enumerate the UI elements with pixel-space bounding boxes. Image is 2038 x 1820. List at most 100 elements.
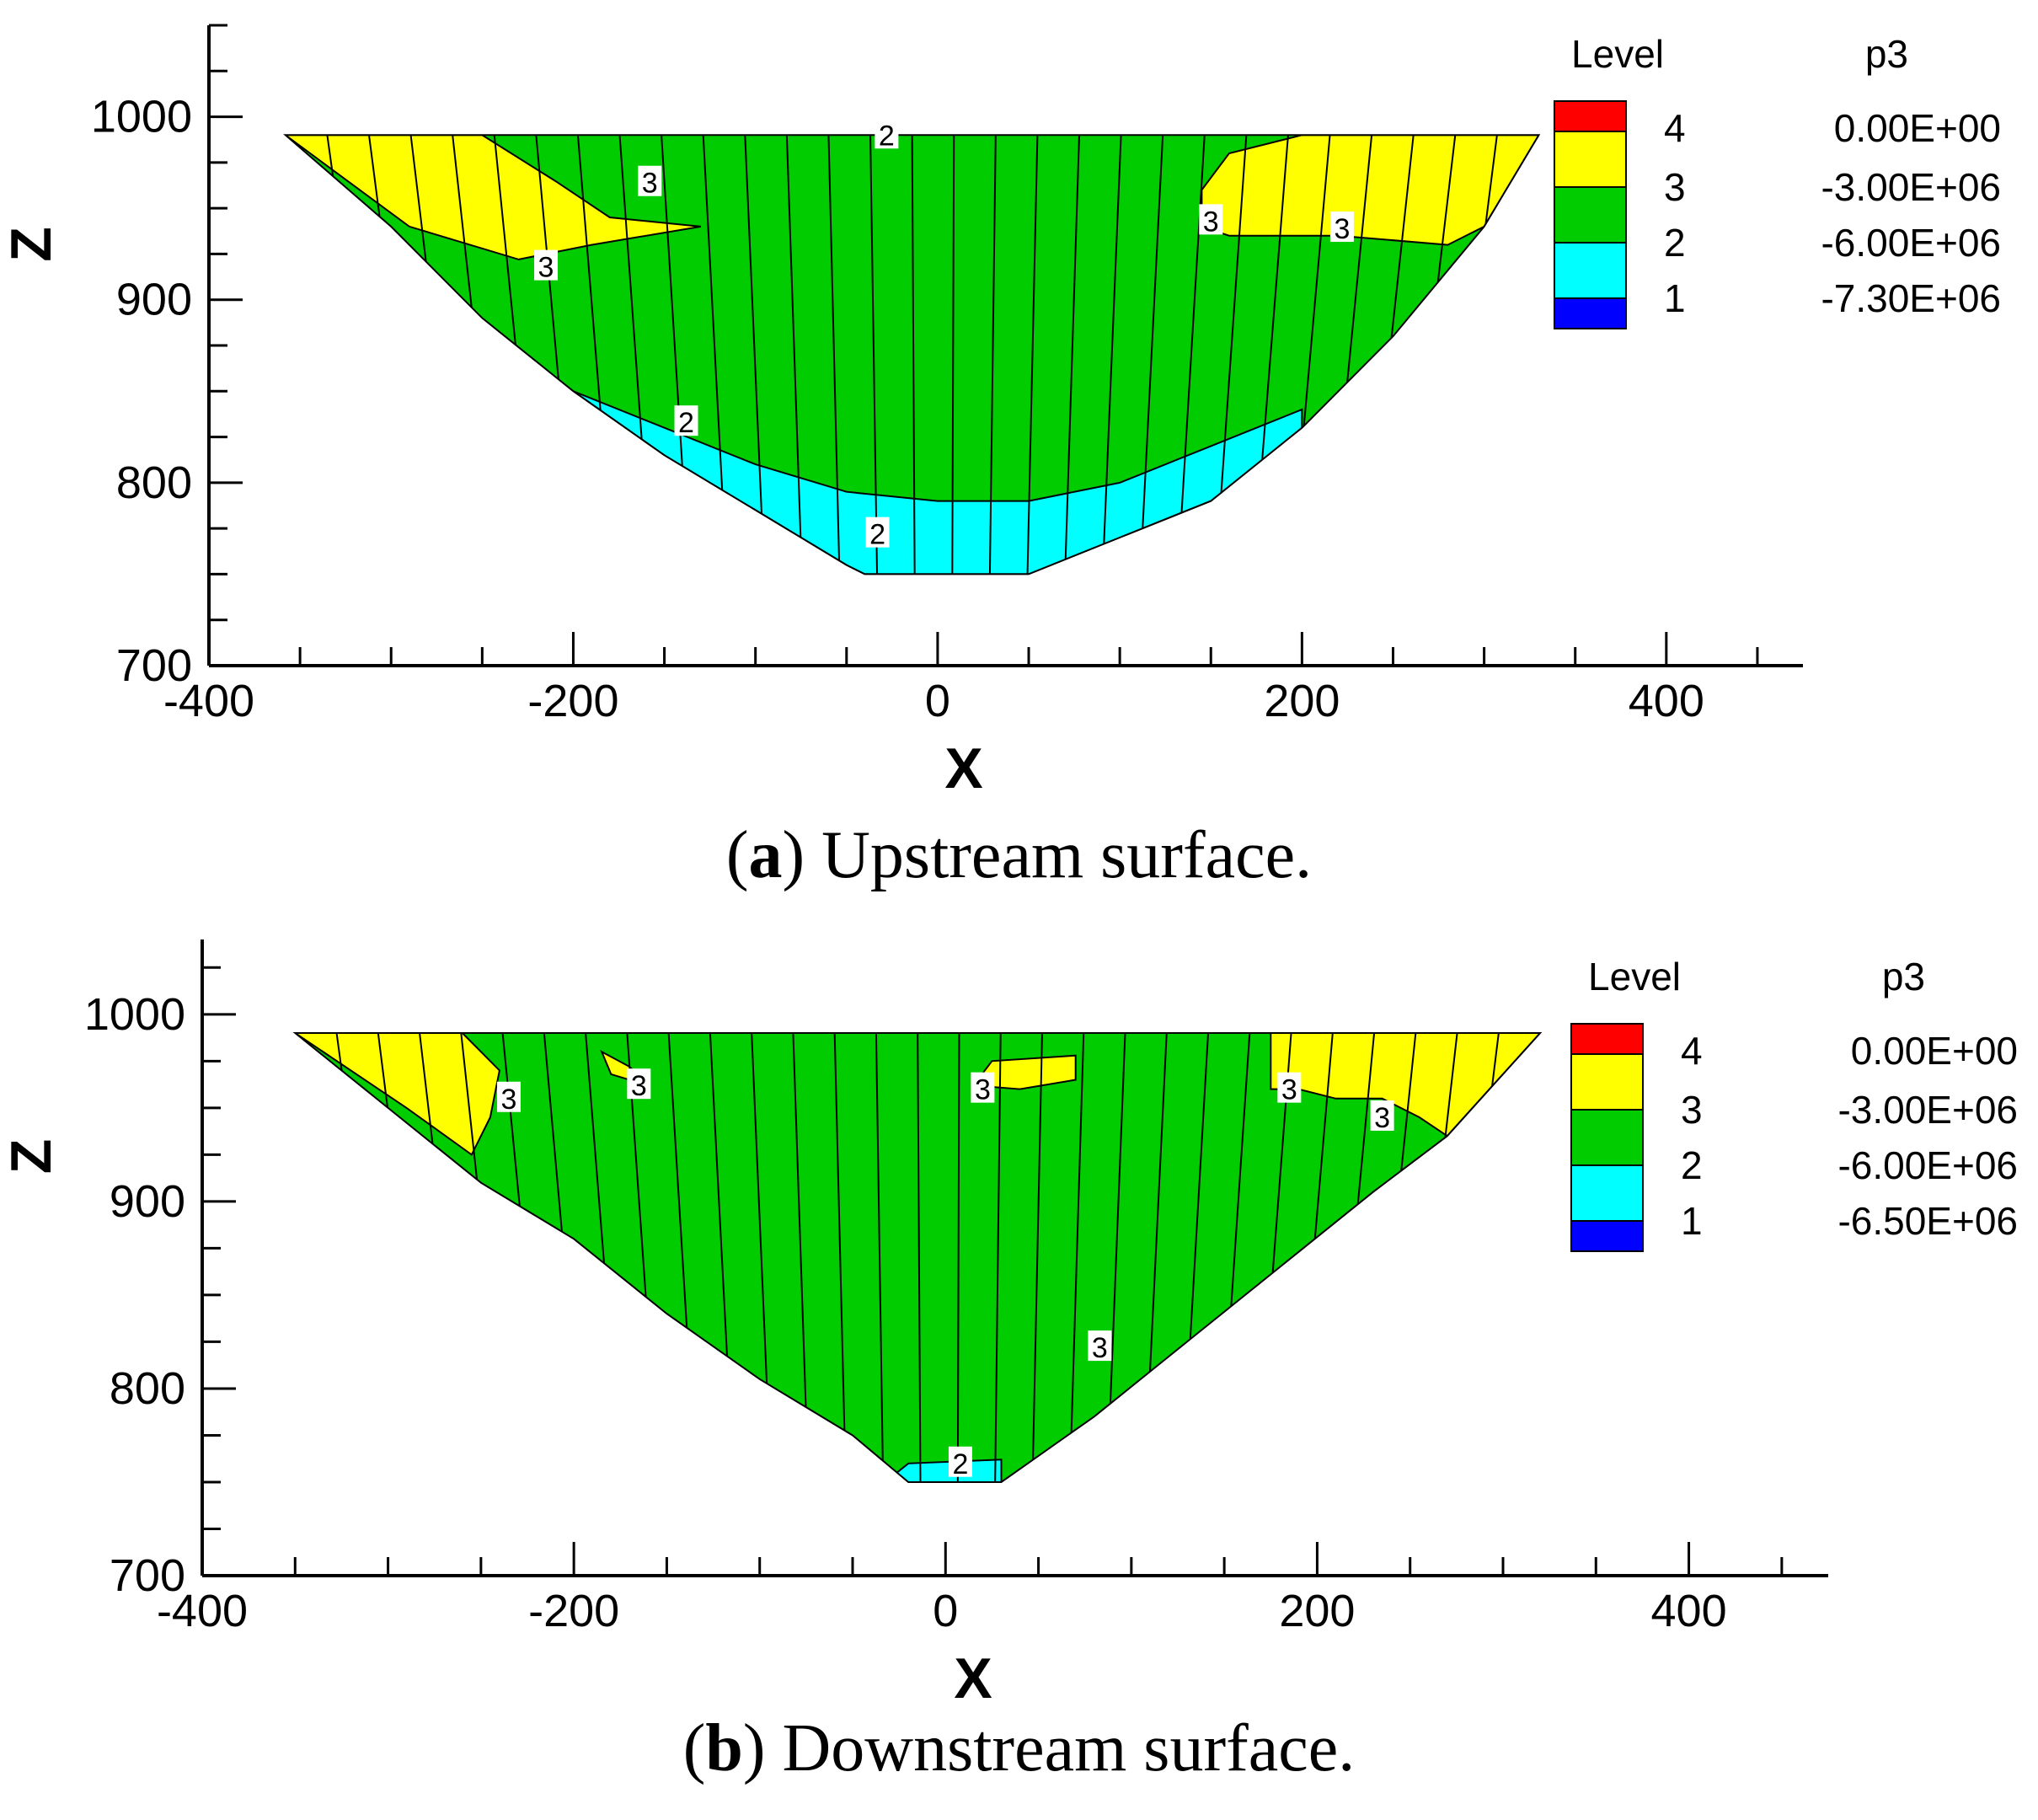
region-level2-b [295,1033,1541,1482]
legend-level-a-0: 4 [1664,106,1686,150]
mesh-line-a-15 [911,135,916,575]
contour-label-bg-b-4 [1370,1100,1394,1131]
caption-b: (b) Downstream surface. [0,1710,2038,1787]
mesh-line-b-14 [875,1033,885,1482]
x-tick-label-b-2: 0 [933,1586,958,1636]
region-level3-b-2 [971,1054,1077,1090]
contour-label-bg-a-2 [534,249,559,281]
contour-label-bg-a-1 [638,165,662,196]
y-axis-label-b: Z [0,1139,63,1175]
contour-label-bg-b-0 [496,1081,521,1112]
legend-swatch-a-1 [1554,131,1627,188]
contour-label-a-1: 3 [642,168,658,200]
legend-value-a-1: -3.00E+06 [1821,165,2001,209]
region-level3-b-0 [295,1033,500,1156]
legend-level-b-2: 2 [1681,1143,1703,1187]
y-tick-label-b-0: 700 [110,1550,185,1601]
contour-label-bg-b-5 [1088,1330,1112,1362]
x-axis-label-a: X [944,736,982,800]
x-tick-label-a-4: 400 [1629,676,1704,726]
contour-label-bg-a-0 [875,118,899,149]
mesh-line-a-14 [869,135,879,575]
mesh-line-a-21 [1139,135,1164,575]
legend-swatch-a-0 [1554,100,1627,132]
legend-swatch-b-3 [1570,1164,1644,1222]
caption-b-letter: b [705,1711,743,1785]
legend-value-b-3: -6.50E+06 [1837,1199,2018,1243]
contour-label-b-2: 3 [975,1074,991,1106]
contour-label-a-0: 2 [879,120,895,152]
x-tick-label-b-3: 200 [1279,1586,1355,1636]
caption-a-open: ( [725,818,749,892]
y-axis-label-a: Z [0,227,63,262]
contour-label-bg-a-5 [674,405,698,436]
y-tick-label-a-2: 900 [116,275,192,325]
dam-outline-a [283,134,1541,575]
mesh-line-a-17 [988,135,997,575]
legend-level-b-3: 1 [1681,1199,1703,1243]
mesh-line-a-18 [1026,135,1039,575]
contour-label-a-2: 3 [538,252,554,284]
legend-header-level-b: Level [1588,955,1681,998]
x-tick-label-a-1: -200 [527,676,618,726]
contour-label-a-5: 2 [678,407,694,439]
legend-header-var-b: p3 [1882,955,1925,998]
caption-a: (a) Upstream surface. [0,817,2038,894]
legend-level-a-1: 3 [1664,165,1686,209]
contour-label-b-5: 3 [1092,1332,1108,1364]
x-tick-label-b-1: -200 [528,1586,619,1636]
legend-swatch-a-3 [1554,242,1627,299]
mesh-line-a-20 [1101,135,1122,575]
mesh-line-b-16 [956,1033,960,1482]
legend-swatch-a-2 [1554,186,1627,244]
legend-value-a-0: 0.00E+00 [1834,106,2001,150]
legend-header-var-a: p3 [1865,32,1908,76]
mesh-line-b-18 [1031,1033,1043,1482]
panel-b: -400 -200 0 200 400 700 800 900 1000 X Z 3 3 3 3 3 3 2 Lev… [0,939,2018,1710]
mesh-line-b-19 [1068,1033,1085,1482]
contour-label-bg-b-3 [1277,1072,1302,1103]
contour-label-bg-a-3 [1199,204,1223,235]
y-tick-label-b-2: 900 [110,1176,185,1227]
contour-label-b-3: 3 [1281,1074,1297,1106]
dam-outline-b [292,1032,1543,1483]
x-tick-label-b-0: -400 [157,1586,248,1636]
mesh-line-a-11 [744,135,766,575]
mesh-line-b-13 [833,1033,847,1482]
caption-a-text: ) Upstream surface. [782,818,1313,892]
contour-label-b-6: 2 [952,1448,968,1480]
contour-label-a-6: 2 [869,519,885,551]
legend-level-a-3: 1 [1664,276,1686,320]
contour-label-bg-a-4 [1329,211,1354,243]
mesh-line-a-12 [785,135,803,575]
legend-swatch-b-1 [1570,1053,1644,1111]
region-level3-a-0 [285,135,701,260]
contour-label-bg-b-6 [948,1446,972,1477]
mesh-line-b-15 [917,1033,922,1482]
caption-a-letter: a [748,818,783,892]
contour-label-b-1: 3 [631,1070,647,1102]
mesh-line-a-13 [827,135,841,575]
x-tick-label-a-3: 200 [1264,676,1340,726]
contour-label-bg-a-6 [865,517,890,548]
y-tick-label-b-3: 1000 [84,989,185,1040]
legend-level-b-1: 3 [1681,1088,1703,1132]
caption-b-open: ( [682,1711,706,1785]
legend-level-b-0: 4 [1681,1029,1703,1073]
contour-label-a-3: 3 [1203,206,1219,238]
legend-swatch-b-2 [1570,1109,1644,1166]
caption-b-text: ) Downstream surface. [742,1711,1356,1785]
legend-value-b-0: 0.00E+00 [1851,1029,2018,1073]
legend-value-b-2: -6.00E+06 [1837,1143,2018,1187]
contour-label-bg-b-1 [627,1068,651,1100]
x-tick-label-a-2: 0 [925,676,950,726]
mesh-line-b-17 [994,1033,1002,1482]
legend-value-a-3: -7.30E+06 [1821,276,2001,320]
y-tick-label-a-0: 700 [116,640,192,691]
legend-swatch-b-0 [1570,1023,1644,1055]
contour-label-b-4: 3 [1374,1102,1390,1134]
contour-label-b-0: 3 [500,1084,516,1116]
x-axis-label-b: X [954,1646,992,1710]
y-tick-label-a-3: 1000 [91,92,192,142]
